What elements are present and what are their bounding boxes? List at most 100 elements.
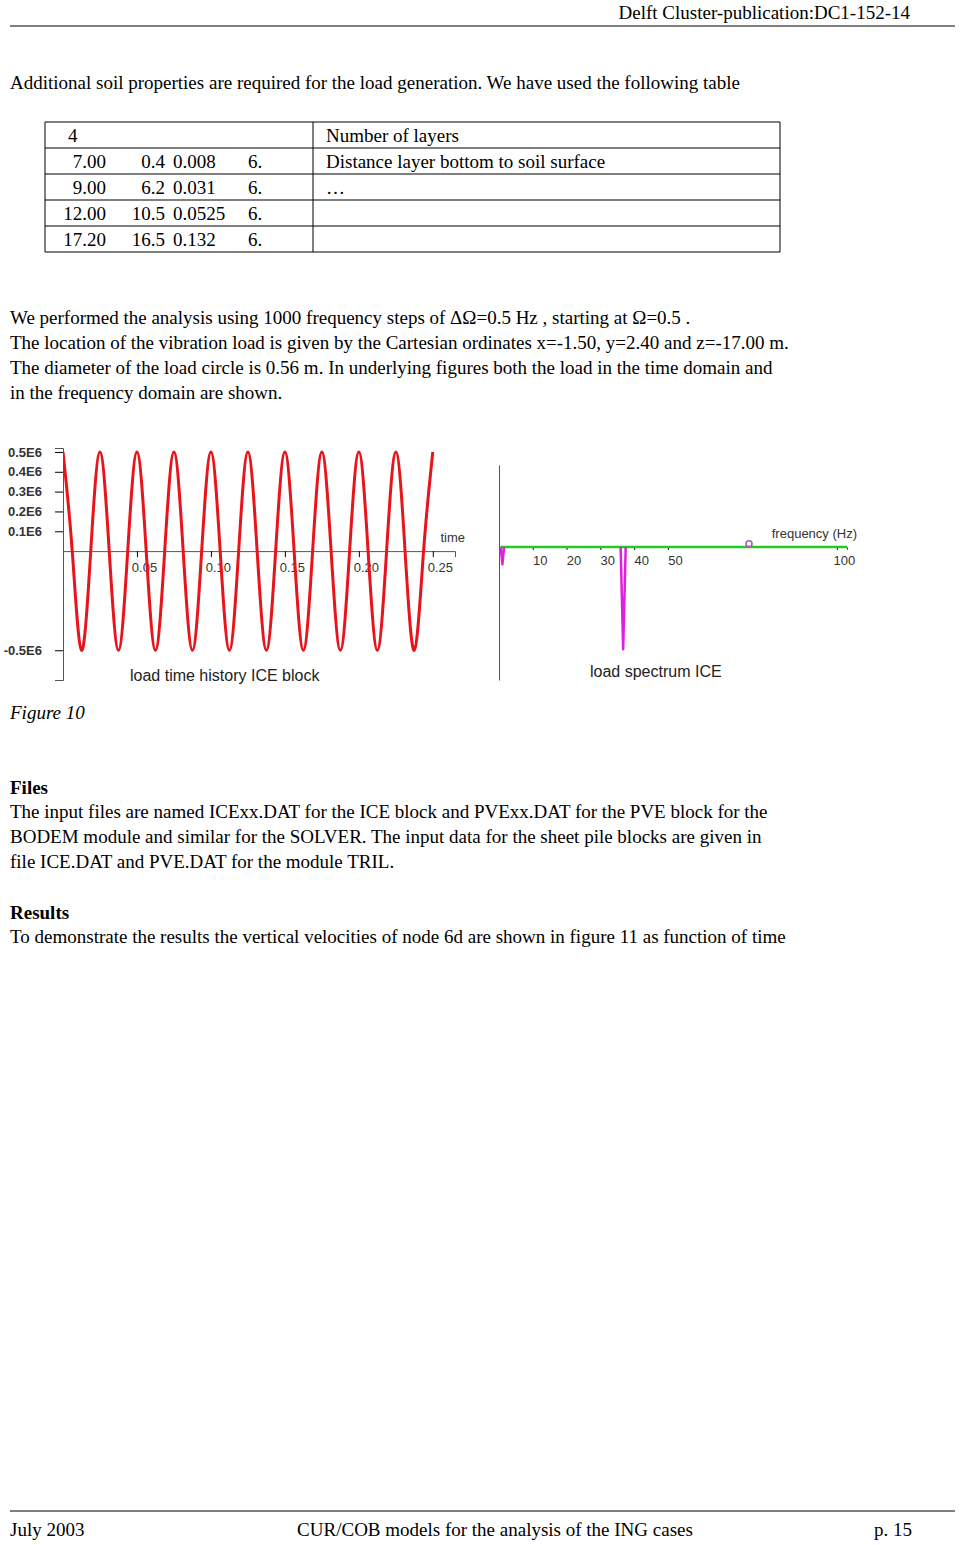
table-rule: [45, 174, 780, 175]
table-cell: 0.4: [141, 151, 165, 172]
chart: 10 20 30 40 50 100 frequency (Hz) load spectrum…: [500, 466, 858, 681]
y-axis-tick-label: 0.4E6: [8, 464, 42, 479]
x-axis-tick: 50: [668, 547, 682, 568]
x-axis-tick-label: 0.05: [132, 560, 157, 575]
y-axis-tick-mark: [55, 472, 63, 473]
table-cell: Distance layer bottom to soil surface: [326, 151, 605, 172]
x-axis-tick-label: 50: [668, 553, 682, 568]
paragraph: Additional soil properties are required …: [10, 72, 740, 93]
y-axis-tick: 0.1E6: [8, 524, 63, 539]
x-axis-tick: 0.10: [206, 551, 231, 575]
marker: [746, 541, 752, 547]
paragraph-line: The location of the vibration load is gi…: [10, 332, 789, 353]
table-cell: 12.00: [63, 203, 106, 224]
x-axis-tick-label: 0.15: [280, 560, 305, 575]
y-axis-tick-mark: [55, 531, 63, 532]
x-axis-tick-label: 0.20: [354, 560, 379, 575]
table-cell: 6.2: [141, 177, 165, 198]
y-axis-tick: -0.5E6: [4, 643, 63, 658]
y-axis-line: [55, 449, 64, 681]
chart-title: load spectrum ICE: [590, 663, 722, 680]
x-axis-tick-label: 100: [834, 553, 856, 568]
table-rule: [45, 252, 780, 253]
table-rule: [45, 148, 780, 149]
section-heading: Results: [10, 902, 69, 923]
table-cell: 0.132: [173, 229, 216, 250]
x-axis: 10 20 30 40 50 100: [500, 547, 856, 568]
x-axis-tick: 0.25: [428, 551, 453, 575]
x-axis-tick: 40: [634, 547, 648, 568]
table-cell: 9.00: [73, 177, 106, 198]
paragraph-line: We performed the analysis using 1000 fre…: [10, 307, 690, 328]
y-axis-tick: 0.4E6: [8, 464, 63, 479]
series-line: [501, 546, 847, 549]
table-cell: …: [326, 177, 345, 198]
x-axis-tick-label: 30: [601, 553, 615, 568]
y-axis-tick: 0.3E6: [8, 484, 63, 499]
table-cell: Number of layers: [326, 125, 459, 146]
y-axis-tick-label: 0.3E6: [8, 484, 42, 499]
paragraph-line: The diameter of the load circle is 0.56 …: [10, 357, 773, 378]
x-axis-tick-mark: [359, 551, 360, 557]
x-axis-tick-label: 10: [533, 553, 547, 568]
y-axis-tick: 0.2E6: [8, 504, 63, 519]
x-axis-tick-mark: [433, 551, 434, 557]
y-axis-tick-label: 0.2E6: [8, 504, 42, 519]
header-rule: [10, 26, 955, 27]
footer-title: CUR/COB models for the analysis of the I…: [297, 1519, 693, 1540]
y-axis-tick-label: 0.5E6: [8, 445, 42, 460]
table-rule: [45, 122, 46, 252]
footer-rule: [10, 1511, 955, 1512]
table-rule: [45, 122, 780, 123]
y-axis-tick-mark: [55, 511, 63, 512]
table-cell: 4: [68, 125, 78, 146]
x-axis-tick-mark: [211, 551, 212, 557]
header-text: Delft Cluster-publication:DC1-152-14: [619, 2, 911, 23]
x-axis-line: [500, 547, 848, 550]
x-axis-tick-label: 40: [634, 553, 648, 568]
table-rule: [45, 226, 780, 227]
y-axis-tick-mark: [55, 492, 63, 493]
paragraph-line: BODEM module and similar for the SOLVER.…: [10, 826, 762, 847]
paragraph-line: To demonstrate the results the vertical …: [10, 926, 786, 947]
series-line: [501, 547, 626, 649]
table-rule: [780, 122, 781, 252]
plot-area: [501, 541, 847, 649]
footer-date: July 2003: [10, 1519, 84, 1540]
y-axis-tick-mark: [55, 650, 63, 651]
table-cell: 17.20: [63, 229, 106, 250]
x-axis-title: frequency (Hz): [772, 526, 857, 541]
paragraph-line: file ICE.DAT and PVE.DAT for the module …: [10, 851, 394, 872]
section-heading: Files: [10, 777, 48, 798]
y-axis: 0.5E6 0.4E6 0.3E6 0.2E6 0.1E6 -0.5E6: [4, 445, 64, 681]
y-axis: [499, 466, 500, 681]
x-axis-tick: 0.15: [280, 551, 305, 575]
table-cell: 6.: [248, 203, 262, 224]
table-cell: 0.0525: [173, 203, 225, 224]
y-axis-tick-label: 0.1E6: [8, 524, 42, 539]
x-axis-tick: 30: [601, 547, 615, 568]
table-cell: 6.: [248, 151, 262, 172]
x-axis-tick-label: 0.10: [206, 560, 231, 575]
table-rule: [313, 122, 314, 252]
y-axis-line: [499, 466, 500, 681]
y-axis-tick-mark: [55, 452, 63, 453]
paragraph-line: The input files are named ICExx.DAT for …: [10, 801, 768, 822]
x-axis-tick: 10: [533, 547, 547, 568]
chart: 0.5E6 0.4E6 0.3E6 0.2E6 0.1E6 -0.5E6 0.05 0.10 0…: [4, 445, 465, 684]
table-rule: [45, 200, 780, 201]
x-axis-tick: 100: [834, 547, 856, 568]
table-cell: 7.00: [73, 151, 106, 172]
x-axis-tick-label: 20: [567, 553, 581, 568]
table-cell: 16.5: [132, 229, 165, 250]
paragraph-line: in the frequency domain are shown.: [10, 382, 282, 403]
series-line: [63, 452, 433, 650]
figure-caption: Figure 10: [9, 702, 85, 723]
table-cell: 0.031: [173, 177, 216, 198]
x-axis-tick-mark: [285, 551, 286, 557]
footer-page: p. 15: [874, 1519, 912, 1540]
x-axis-line: [64, 552, 456, 558]
x-axis-tick: 20: [567, 547, 581, 568]
plot-area: [63, 452, 433, 650]
x-axis-tick-label: 0.25: [428, 560, 453, 575]
